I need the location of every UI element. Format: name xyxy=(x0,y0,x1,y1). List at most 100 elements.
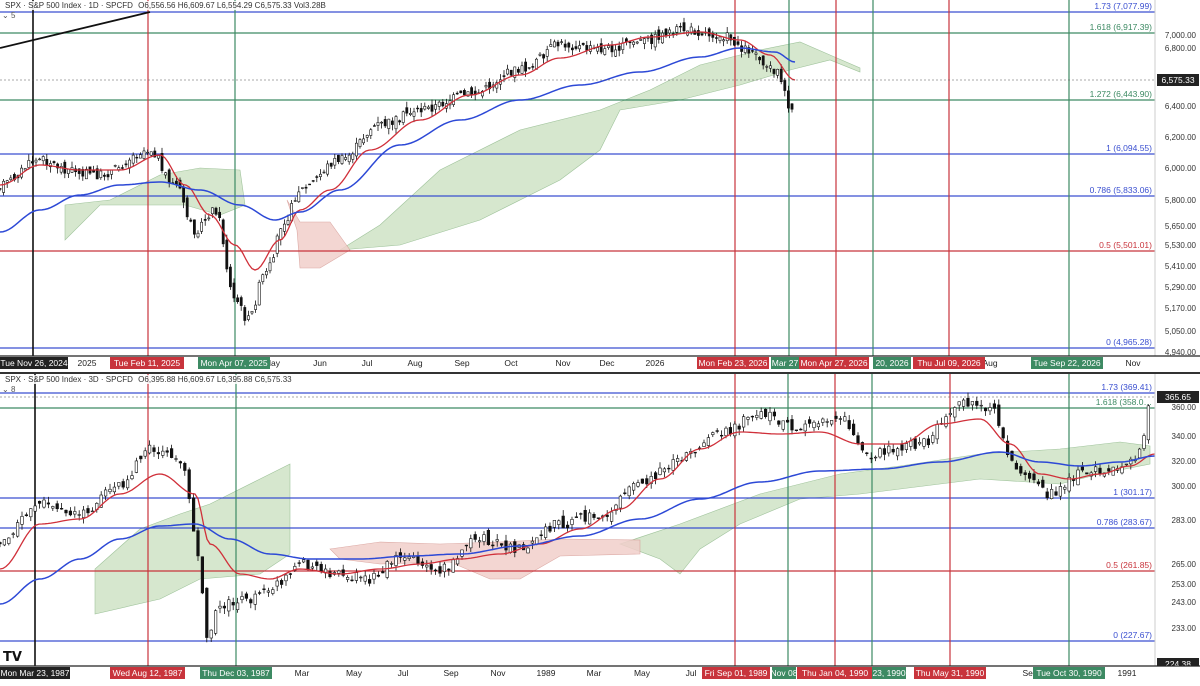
price-tick-label: 340.00 xyxy=(1172,432,1197,441)
candle-body xyxy=(728,427,732,435)
indicator-count: 8 xyxy=(10,385,16,394)
candle-body xyxy=(524,61,528,72)
candle-body xyxy=(403,557,407,561)
candle-body xyxy=(997,404,1001,426)
candle-body xyxy=(383,119,387,127)
candle-body xyxy=(222,605,227,609)
price-tick-label: 6,400.00 xyxy=(1165,102,1197,111)
candle-body xyxy=(732,36,736,46)
candle-body xyxy=(455,92,459,95)
date-marker-label: Fri Sep 01, 1989 xyxy=(705,668,768,678)
price-tick-label: 4,940.00 xyxy=(1165,348,1197,357)
threeday-chart-header: SPX · S&P 500 Index · 3D · SPCFD O6,395.… xyxy=(2,375,298,384)
candle-body xyxy=(556,41,560,47)
date-marker-label: Mon Mar 23, 1987 xyxy=(1,668,70,678)
candle-body xyxy=(585,45,589,51)
candle-body xyxy=(214,207,218,215)
candle-body xyxy=(617,45,621,51)
candle-body xyxy=(189,219,193,222)
candle-body xyxy=(336,154,340,163)
candle-body xyxy=(193,219,196,235)
date-marker-label: Tue Sep 22, 2026 xyxy=(1033,358,1101,368)
daily-chart-header: SPX · S&P 500 Index · 1D · SPCFD O6,556.… xyxy=(2,1,332,10)
candle-body xyxy=(249,599,253,604)
threeday-chart-panel[interactable]: 1.73 (369.41) 1.618 (358.0… 1 (301.17) 0.78… xyxy=(0,374,1200,686)
candle-body xyxy=(45,158,49,166)
price-tick-label: 243.00 xyxy=(1172,598,1197,607)
date-marker-tag xyxy=(0,667,70,679)
candle-body xyxy=(143,450,147,457)
candle-body xyxy=(812,421,816,428)
candle-body xyxy=(700,33,704,36)
candle-body xyxy=(398,552,403,558)
date-marker-label: Thu Jul 09, 2026 xyxy=(917,358,981,368)
candle-body xyxy=(279,228,283,240)
candle-body xyxy=(77,168,81,174)
time-tick-label: Mar xyxy=(295,668,310,678)
date-marker-label: Tue Nov 26, 2024 xyxy=(0,358,68,368)
time-tick-label: Nov xyxy=(1125,358,1141,368)
candle-body xyxy=(218,605,222,609)
candle-body xyxy=(59,508,64,510)
candle-body xyxy=(538,53,542,56)
price-tick-label: 5,650.00 xyxy=(1165,222,1197,231)
candle-body xyxy=(185,197,189,218)
candle-body xyxy=(675,26,679,33)
candle-body xyxy=(509,69,513,76)
candle-body xyxy=(77,514,81,516)
indicator-toggle[interactable]: ⌄ 5 xyxy=(2,11,16,20)
candle-body xyxy=(178,179,182,189)
candle-body xyxy=(394,555,398,566)
indicator-toggle[interactable]: ⌄ 8 xyxy=(2,385,16,394)
candle-body xyxy=(430,104,434,112)
candle-body xyxy=(262,588,266,590)
candle-body xyxy=(1146,405,1150,441)
daily-chart-canvas[interactable]: 1.73 (7,077.99) 1.618 (6,917.39) 1.272 (6,… xyxy=(0,0,1200,372)
candle-body xyxy=(587,512,592,525)
candle-body xyxy=(462,89,466,96)
candle-body xyxy=(187,469,191,499)
candle-body xyxy=(653,34,657,48)
panel-divider[interactable] xyxy=(0,372,1200,374)
candle-body xyxy=(203,219,207,221)
date-marker-label: 23, 1990 xyxy=(872,668,905,678)
candle-body xyxy=(27,160,31,168)
candle-body xyxy=(545,49,549,57)
candle-body xyxy=(329,162,333,167)
date-marker-tag xyxy=(110,357,184,369)
candle-body xyxy=(165,450,169,453)
candle-body xyxy=(725,32,729,41)
moving-average-long-line xyxy=(0,47,796,233)
candle-body xyxy=(51,506,55,509)
candle-body xyxy=(341,569,345,576)
fib-level-label: 1.73 (369.41) xyxy=(1101,382,1152,392)
tradingview-logo-icon[interactable]: TV xyxy=(3,650,22,665)
candle-body xyxy=(164,172,168,176)
fib-level-label: 0 (4,965.28) xyxy=(1106,337,1152,347)
candle-body xyxy=(301,559,306,563)
fib-level-label: 1 (6,094.55) xyxy=(1106,143,1152,153)
candle-body xyxy=(459,90,463,94)
candle-body xyxy=(614,504,618,511)
threeday-chart-canvas[interactable]: 1.73 (369.41) 1.618 (358.0… 1 (301.17) 0.78… xyxy=(0,374,1200,686)
candle-body xyxy=(1124,463,1128,466)
candle-body xyxy=(358,139,362,147)
candle-body xyxy=(38,158,42,161)
candle-body xyxy=(645,478,649,485)
daily-chart-panel[interactable]: 1.73 (7,077.99) 1.618 (6,917.39) 1.272 (6,… xyxy=(0,0,1200,372)
candle-body xyxy=(416,107,420,110)
candle-body xyxy=(442,563,447,573)
candle-body xyxy=(486,529,491,545)
price-tick-label: 5,800.00 xyxy=(1165,196,1197,205)
candle-body xyxy=(482,534,486,542)
candle-body xyxy=(682,22,686,32)
candle-body xyxy=(2,180,6,193)
candle-body xyxy=(113,165,117,167)
candle-body xyxy=(922,438,926,447)
candle-body xyxy=(504,540,508,551)
date-marker-label: Wed Aug 12, 1987 xyxy=(113,668,183,678)
candle-body xyxy=(636,482,640,487)
candle-body xyxy=(254,304,258,310)
candle-body xyxy=(900,444,904,451)
candle-body xyxy=(160,153,164,171)
